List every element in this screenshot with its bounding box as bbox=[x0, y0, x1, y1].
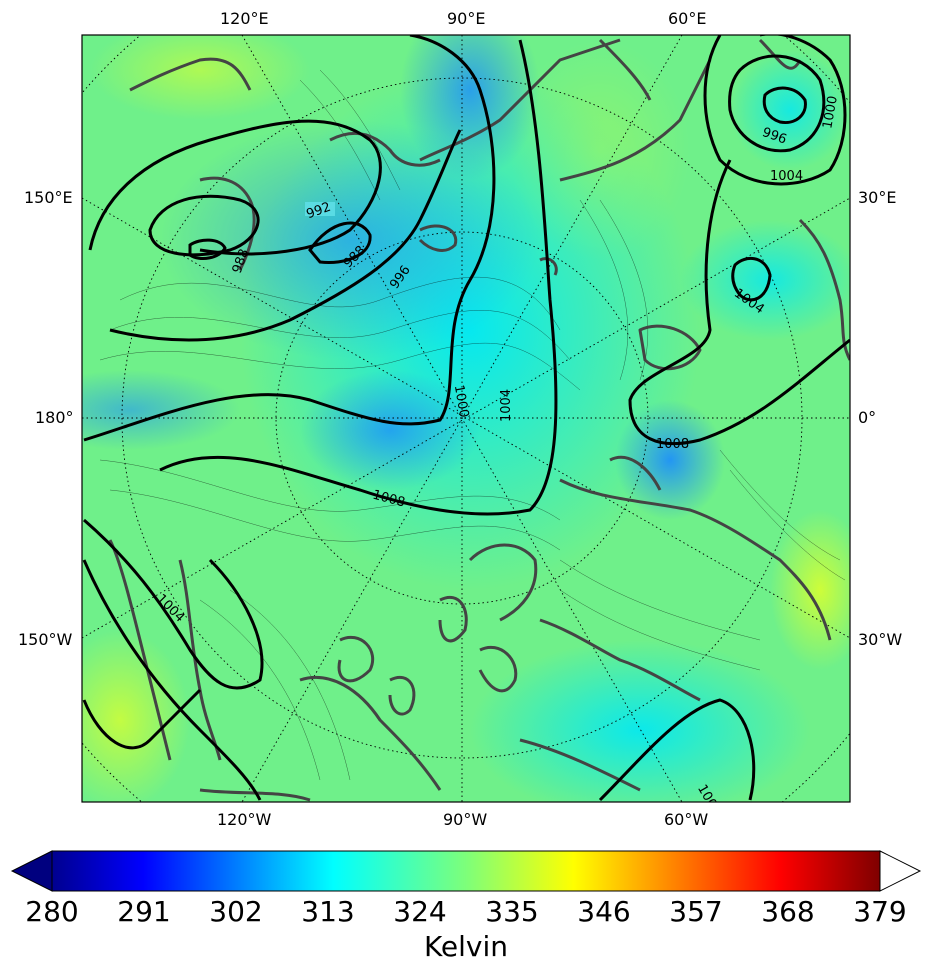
colorbar-tick-291: 291 bbox=[117, 895, 170, 928]
colorbar-tick-313: 313 bbox=[301, 895, 354, 928]
colorbar-tick-335: 335 bbox=[485, 895, 538, 928]
isobar-label-1004-a: 1004 bbox=[499, 389, 514, 422]
lon-label-bottom-120w: 120°W bbox=[217, 810, 272, 829]
isobars bbox=[82, 35, 850, 802]
colorbar-tick-357: 357 bbox=[669, 895, 722, 928]
colorbar-gradient bbox=[51, 850, 881, 892]
colorbar: 280 291 302 313 324 335 346 357 368 379 … bbox=[10, 850, 922, 963]
colorbar-tick-368: 368 bbox=[761, 895, 814, 928]
lon-label-left-150e: 150°E bbox=[24, 188, 73, 207]
lon-label-top-60e: 60°E bbox=[668, 9, 706, 28]
isobar-label-1000-b: 1000 bbox=[820, 95, 841, 130]
lon-label-bottom-60w: 60°W bbox=[664, 810, 708, 829]
colorbar-unit-label: Kelvin bbox=[424, 930, 508, 963]
map-panel: 992 988 988 996 996 1000 1004 1008 1008 … bbox=[82, 35, 850, 802]
colorbar-max-extension bbox=[879, 850, 922, 892]
colorbar-tick-324: 324 bbox=[393, 895, 446, 928]
colorbar-tick-280: 280 bbox=[25, 895, 78, 928]
lon-label-right-30w: 30°W bbox=[858, 630, 902, 649]
thin-contours bbox=[99, 69, 846, 781]
map-frame bbox=[81, 34, 851, 803]
lon-label-right-30e: 30°E bbox=[858, 188, 896, 207]
lon-label-right-0: 0° bbox=[858, 408, 876, 427]
colorbar-tick-346: 346 bbox=[577, 895, 630, 928]
colorbar-tick-379: 379 bbox=[853, 895, 906, 928]
isobar-label-1008-b: 1008 bbox=[656, 437, 689, 452]
colorbar-tick-302: 302 bbox=[209, 895, 262, 928]
lon-label-left-150w: 150°W bbox=[18, 630, 73, 649]
coastlines bbox=[108, 38, 850, 802]
temperature-shading bbox=[82, 35, 850, 802]
lon-label-bottom-90w: 90°W bbox=[443, 810, 487, 829]
graticule bbox=[82, 35, 850, 802]
isobar-label-1000-a: 1000 bbox=[451, 384, 472, 419]
lon-label-top-90e: 90°E bbox=[447, 9, 485, 28]
isobar-label-1004-b: 1004 bbox=[770, 169, 803, 184]
longitude-labels: 120°E 90°E 60°E 150°E 180° 150°W 30°E 0°… bbox=[18, 9, 902, 829]
lon-label-top-120e: 120°E bbox=[220, 9, 269, 28]
lon-label-left-180: 180° bbox=[35, 408, 74, 427]
colorbar-min-extension bbox=[10, 850, 53, 892]
